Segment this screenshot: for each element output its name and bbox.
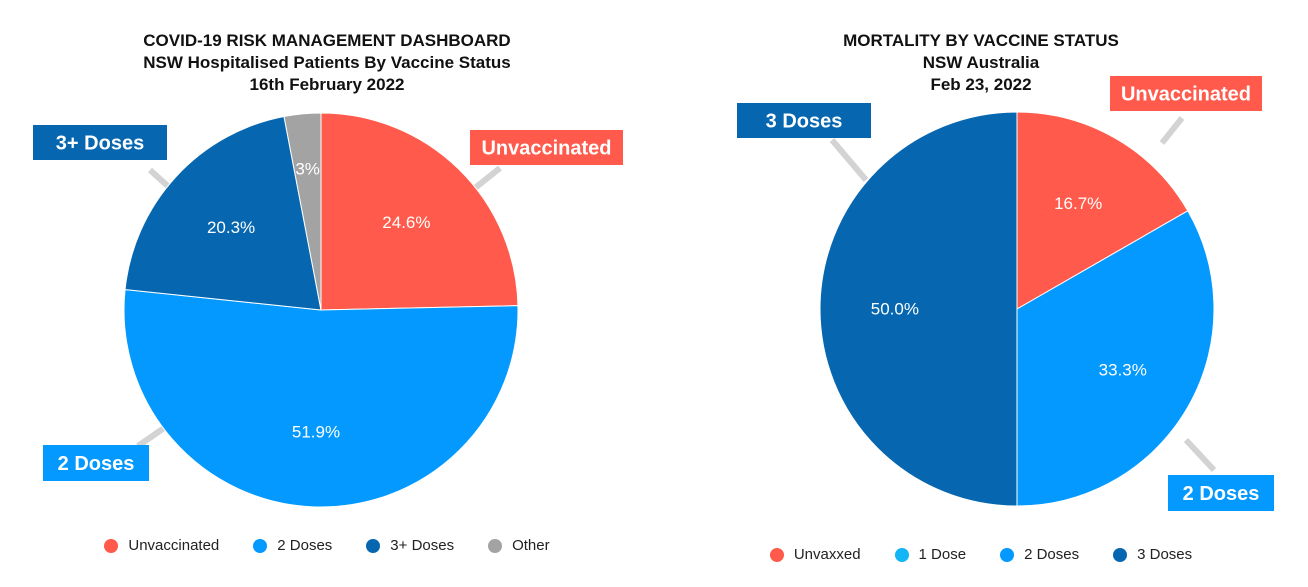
pie-svg: 24.6% 51.9% 20.3% 3% Unvaccinated 2 Doses 3+ D… [33,112,623,508]
callout-box [1110,76,1262,111]
chart-title: MORTALITY BY VACCINE STATUS [843,31,1119,50]
pie-slice-3-doses [124,115,322,311]
legend-swatch [253,538,268,553]
leader-line-2-doses [136,425,166,449]
leader-line-unvaxxed [1159,116,1185,145]
legend-item-3-doses[interactable]: 3+ Doses [366,537,454,554]
leader-line-3-doses [147,167,173,191]
callout-box [470,130,623,165]
leader-line-2-doses [1183,437,1217,473]
legend-label: 3+ Doses [390,537,455,554]
callout-unvaccinated: Unvaccinated [470,130,623,165]
callout-text: 2 Doses [58,453,135,475]
chart-subtitle: NSW Australia [922,53,1040,72]
callout-text: 2 Doses [1183,483,1260,505]
legend-swatch [366,538,381,553]
legend-item-2-doses[interactable]: 2 Doses [1000,546,1079,563]
callout-2-doses: 2 Doses [1168,475,1274,511]
legend-label: Unvaxxed [793,546,861,563]
pie-slice-unvaxxed [1016,111,1189,310]
legend-item-unvaccinated[interactable]: Unvaccinated [104,537,219,554]
chart-titles: MORTALITY BY VACCINE STATUS NSW Australi… [654,30,1308,96]
callout-text: Unvaccinated [1121,84,1251,106]
legend-label: 2 Doses [1024,546,1080,563]
slice-label-other: 3% [295,159,320,178]
chart-subtitle: NSW Hospitalised Patients By Vaccine Sta… [143,53,511,72]
slice-label-2-doses: 33.3% [1099,361,1147,380]
callouts: Unvaccinated 2 Doses 3 Doses [737,76,1274,511]
callout-box [43,445,149,481]
legend-item-unvaxxed[interactable]: Unvaxxed [769,546,861,563]
legend-swatch [1000,547,1015,562]
callout-unvaxxed: Unvaccinated [1110,76,1262,111]
legend-swatch [769,547,784,562]
legend-swatch [1113,547,1128,562]
callout-3-doses: 3+ Doses [33,125,167,160]
legend-label: 3 Doses [1137,546,1193,563]
pie-svg: 16.7% 33.3% 50.0% Unvaccinated 2 Doses 3 Dose… [737,76,1274,511]
callout-2-doses: 2 Doses [43,445,149,481]
leader-line-unvaccinated [473,165,502,191]
legend-label: Unvaccinated [128,537,220,554]
callout-3-doses: 3 Doses [737,103,871,138]
callout-box [33,125,167,160]
legend-label: Other [512,537,550,554]
slice-label-3-doses: 20.3% [207,218,255,237]
legend-label: 1 Dose [918,546,967,563]
pie-slice-unvaccinated [320,112,519,311]
chart-legend: Unvaccinated 2 Doses 3+ Doses Other [0,537,654,554]
slice-label-3-doses: 50.0% [871,300,919,319]
legend-item-3-doses[interactable]: 3 Doses [1113,546,1192,563]
callouts: Unvaccinated 2 Doses 3+ Doses [33,125,623,481]
legend-item-2-doses[interactable]: 2 Doses [253,537,332,554]
legend-swatch [488,538,503,553]
hospitalised-pie-chart: COVID-19 RISK MANAGEMENT DASHBOARD NSW H… [0,30,654,554]
slice-label-unvaxxed: 16.7% [1054,194,1102,213]
legend-swatch [104,538,119,553]
chart-date: Feb 23, 2022 [930,75,1032,94]
mortality-pie-chart: MORTALITY BY VACCINE STATUS NSW Australi… [654,0,1308,587]
pie-slice-other [283,112,322,311]
legend-item-1-dose[interactable]: 1 Dose [894,546,967,563]
legend-swatch [894,547,909,562]
callout-text: 3+ Doses [56,133,144,155]
chart-legend: Unvaxxed 1 Dose 2 Doses 3 Doses [654,546,1308,563]
legend-label: 2 Doses [277,537,333,554]
callout-text: 3 Doses [766,111,843,133]
pie-slice-3-doses [819,111,1018,507]
slice-label-unvaccinated: 24.6% [382,213,430,232]
chart-date: 16th February 2022 [249,75,405,94]
chart-title: COVID-19 RISK MANAGEMENT DASHBOARD [143,31,511,50]
slice-label-2-doses: 51.9% [292,423,340,442]
pie-slice-2-doses [123,289,519,508]
legend-item-other[interactable]: Other [488,537,550,554]
pie-slice-2-doses [1016,210,1215,507]
callout-text: Unvaccinated [481,138,611,160]
callout-box [1168,475,1274,511]
chart-titles: COVID-19 RISK MANAGEMENT DASHBOARD NSW H… [0,30,654,96]
leader-line-3-doses [829,138,869,182]
callout-box [737,103,871,138]
